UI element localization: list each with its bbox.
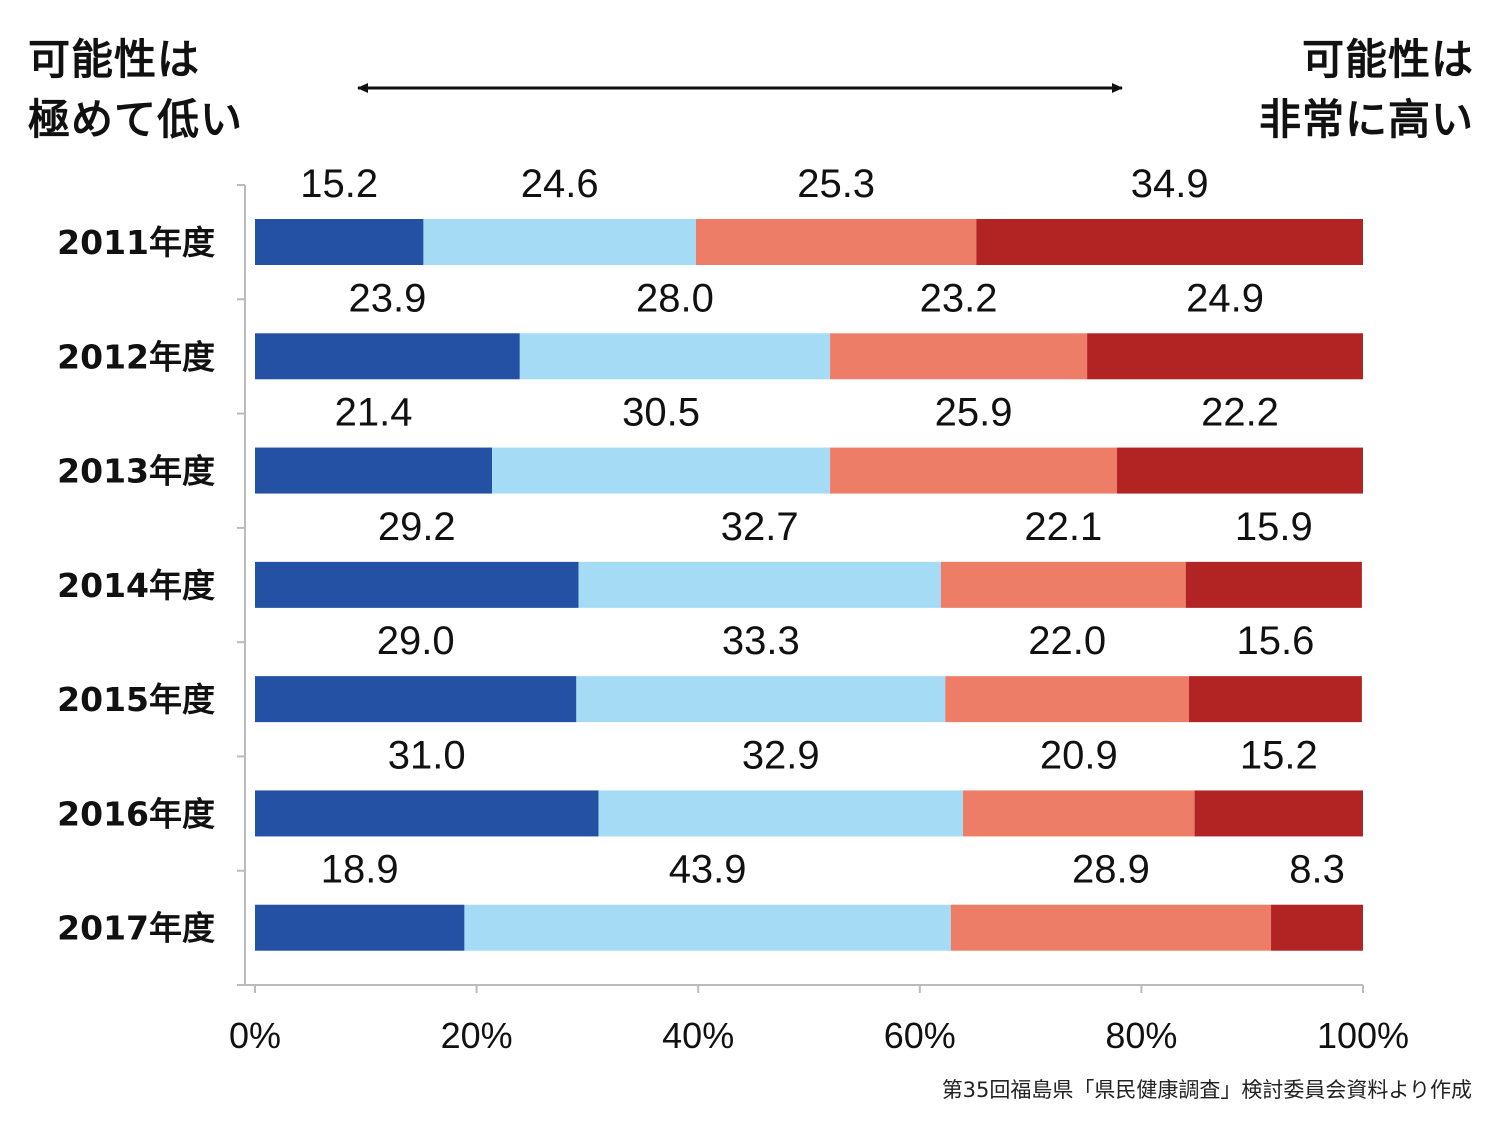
bar-segment xyxy=(255,676,577,723)
value-label: 24.6 xyxy=(521,162,599,206)
bar-segment xyxy=(578,561,941,608)
value-label: 15.2 xyxy=(1240,733,1318,777)
value-label: 32.9 xyxy=(742,733,820,777)
x-tick-label: 100% xyxy=(1317,1015,1409,1056)
bar-segment xyxy=(255,561,579,608)
category-label: 2014年度 xyxy=(57,566,215,605)
value-label: 15.2 xyxy=(300,162,378,206)
bar-segment xyxy=(255,447,493,494)
x-tick-label: 0% xyxy=(229,1015,281,1056)
bar-segment xyxy=(1189,676,1362,723)
value-label: 23.2 xyxy=(920,276,998,320)
bar-segment xyxy=(519,333,831,380)
category-label: 2011年度 xyxy=(57,223,215,262)
value-label: 32.7 xyxy=(721,505,799,549)
category-label: 2016年度 xyxy=(57,794,215,833)
bar-segment xyxy=(598,790,964,837)
value-label: 29.2 xyxy=(378,505,456,549)
value-label: 30.5 xyxy=(622,391,700,435)
value-label: 28.0 xyxy=(636,276,714,320)
source-note: 第35回福島県「県民健康調査」検討委員会資料より作成 xyxy=(941,1078,1472,1102)
bar-segment xyxy=(1194,790,1363,837)
label-very-likely: 可能性は 非常に高い xyxy=(1258,35,1474,144)
bar-segment xyxy=(255,219,424,265)
value-label: 15.9 xyxy=(1235,505,1313,549)
bar-segment xyxy=(464,904,951,951)
value-label: 21.4 xyxy=(335,391,413,435)
value-label: 20.9 xyxy=(1040,733,1118,777)
bar-segment xyxy=(1117,447,1363,494)
category-label: 2013年度 xyxy=(57,452,215,491)
bar-segment xyxy=(945,676,1190,723)
value-label: 25.3 xyxy=(797,162,875,206)
x-tick-label: 60% xyxy=(884,1015,956,1056)
bar-segment xyxy=(830,447,1118,494)
category-label: 2015年度 xyxy=(57,680,215,719)
x-tick-label: 80% xyxy=(1105,1015,1177,1056)
label-very-unlikely: 可能性は 極めて低い xyxy=(28,35,244,144)
bar-segment xyxy=(1271,904,1363,951)
value-label: 29.0 xyxy=(377,619,455,663)
bar-segment xyxy=(492,447,831,494)
bar-segment xyxy=(255,904,465,951)
value-label: 34.9 xyxy=(1131,162,1209,206)
bar-segment xyxy=(1185,561,1362,608)
bar-segment xyxy=(255,333,520,380)
value-label: 31.0 xyxy=(388,733,466,777)
value-label: 22.0 xyxy=(1028,619,1106,663)
value-label: 22.2 xyxy=(1201,391,1279,435)
bar-segment xyxy=(576,676,946,723)
value-label: 8.3 xyxy=(1289,848,1345,892)
value-label: 22.1 xyxy=(1024,505,1102,549)
x-tick-label: 20% xyxy=(441,1015,513,1056)
value-label: 25.9 xyxy=(935,391,1013,435)
bar-segment xyxy=(940,561,1186,608)
bar-segment xyxy=(695,219,977,265)
bar-segment xyxy=(423,219,696,265)
bar-segment xyxy=(950,904,1272,951)
value-label: 24.9 xyxy=(1186,276,1264,320)
value-label: 43.9 xyxy=(669,848,747,892)
value-label: 28.9 xyxy=(1072,848,1150,892)
category-label: 2017年度 xyxy=(57,909,215,948)
bar-segment xyxy=(1087,333,1363,380)
value-label: 15.6 xyxy=(1237,619,1315,663)
bar-segment xyxy=(976,219,1363,265)
value-label: 18.9 xyxy=(321,848,399,892)
category-label: 2012年度 xyxy=(57,337,215,376)
x-tick-label: 40% xyxy=(662,1015,734,1056)
bar-segment xyxy=(963,790,1195,837)
value-label: 33.3 xyxy=(722,619,800,663)
bar-segment xyxy=(255,790,599,837)
value-label: 23.9 xyxy=(348,276,426,320)
bar-segment xyxy=(830,333,1088,380)
